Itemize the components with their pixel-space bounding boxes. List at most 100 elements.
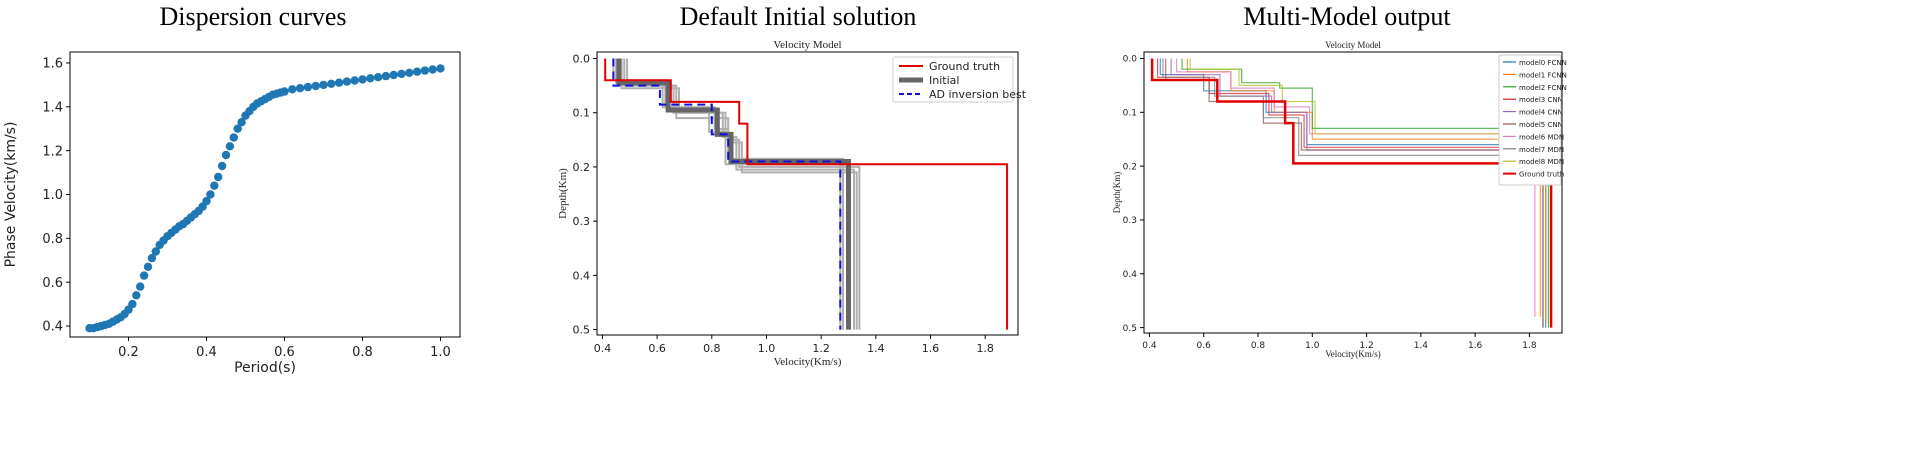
initial-ylabel: Depth(Km) <box>557 168 569 219</box>
dispersion-point <box>366 74 375 83</box>
multimodel-xlabel: Velocity(Km/s) <box>1325 349 1381 359</box>
initial-xtick-label: 1.2 <box>812 342 830 355</box>
multimodel-axes <box>1143 51 1563 334</box>
initial-chart-title: Velocity Model <box>773 39 841 51</box>
dispersion-point <box>397 69 406 79</box>
initial-series-line <box>616 58 851 330</box>
dispersion-ytick-label: 0.6 <box>42 276 63 291</box>
dispersion-axes <box>69 51 461 338</box>
dispersion-xtick-label: 0.4 <box>196 345 217 360</box>
dispersion-point <box>288 85 297 94</box>
dispersion-point <box>229 133 238 142</box>
dispersion-xtick-label: 0.8 <box>352 345 373 360</box>
dispersion-point <box>214 172 223 182</box>
dispersion-point <box>373 73 383 82</box>
dispersion-point <box>225 142 235 151</box>
dispersion-point <box>202 196 211 206</box>
multimodel-legend-label: model8 MDN <box>1519 158 1564 166</box>
initial-xtick-label: 1.6 <box>922 342 940 355</box>
panel-title-dispersion: Dispersion curves <box>159 2 347 31</box>
initial-series-line <box>612 58 842 330</box>
initial-gray-model-line <box>623 58 861 330</box>
multimodel-legend-label: model3 CNN <box>1519 96 1563 104</box>
dispersion-point <box>350 76 359 85</box>
dispersion-point <box>280 87 289 96</box>
dispersion-ylabel: Phase Velocity(km/s) <box>3 122 19 268</box>
multimodel-series-line <box>1165 58 1547 323</box>
panel-title-initial: Default Initial solution <box>679 2 917 31</box>
multimodel-series-line <box>1157 58 1544 328</box>
multimodel-legend-label: model1 FCNN <box>1519 71 1567 79</box>
multimodel-series-line <box>1162 58 1544 328</box>
initial-ytick-label: 0.1 <box>573 107 591 120</box>
dispersion-point <box>311 81 320 91</box>
multimodel-ytick-label: 0.0 <box>1123 55 1138 65</box>
multimodel-ytick-label: 0.1 <box>1123 109 1137 119</box>
multimodel-ytick-label: 0.5 <box>1123 324 1137 334</box>
multimodel-xtick-label: 0.8 <box>1251 341 1266 351</box>
multimodel-legend-label: model6 MDN <box>1519 133 1564 141</box>
dispersion-point <box>143 262 153 271</box>
multimodel-legend-label: model7 MDN <box>1519 146 1564 154</box>
dispersion-point <box>428 65 437 74</box>
dispersion-point <box>303 82 313 92</box>
initial-ytick-label: 0.2 <box>573 161 591 174</box>
multimodel-legend <box>1498 54 1562 186</box>
initial-legend-label: AD inversion best <box>929 88 1027 101</box>
dispersion-point <box>319 80 328 90</box>
dispersion-point <box>358 75 367 84</box>
initial-ytick-label: 0.0 <box>573 52 591 65</box>
dispersion-point <box>436 64 445 73</box>
initial-axes <box>596 51 1019 336</box>
dispersion-xtick-label: 1.0 <box>430 345 451 360</box>
multimodel-series-line <box>1150 58 1553 328</box>
multimodel-xtick-label: 1.4 <box>1414 341 1429 351</box>
initial-gray-model-line <box>615 58 842 330</box>
multimodel-series-line <box>1176 58 1536 317</box>
dispersion-point <box>221 150 231 160</box>
multimodel-legend-label: model2 FCNN <box>1519 84 1567 92</box>
dispersion-point <box>381 71 391 81</box>
dispersion-ytick-label: 1.2 <box>42 144 63 159</box>
dispersion-xtick-label: 0.2 <box>118 345 139 360</box>
multimodel-legend-label: model4 CNN <box>1519 109 1563 117</box>
multimodel-ytick-label: 0.4 <box>1123 270 1138 280</box>
dispersion-ytick-label: 0.4 <box>42 320 63 335</box>
multimodel-xtick-label: 1.8 <box>1522 341 1537 351</box>
initial-xtick-label: 0.4 <box>594 342 612 355</box>
multimodel-series-line <box>1189 58 1547 323</box>
dispersion-point <box>420 66 430 75</box>
initial-ytick-label: 0.3 <box>573 215 591 228</box>
multimodel-legend-label: Ground truth <box>1519 171 1564 179</box>
multimodel-ytick-label: 0.3 <box>1123 216 1137 226</box>
initial-xtick-label: 0.8 <box>703 342 721 355</box>
dispersion-point <box>217 161 227 171</box>
multimodel-ytick-label: 0.2 <box>1123 162 1137 172</box>
multimodel-xtick-label: 1.6 <box>1468 341 1483 351</box>
initial-legend <box>892 56 1014 103</box>
dispersion-point <box>132 291 141 300</box>
dispersion-point <box>342 77 352 86</box>
multimodel-xtick-label: 0.4 <box>1142 341 1157 351</box>
multimodel-xtick-label: 1.0 <box>1305 341 1320 351</box>
multimodel-legend-label: model5 CNN <box>1519 121 1563 129</box>
initial-gray-model-line <box>612 58 844 330</box>
initial-xtick-label: 1.0 <box>758 342 776 355</box>
multimodel-series-line <box>1170 58 1544 328</box>
dispersion-point <box>147 253 157 263</box>
initial-series-line <box>604 58 1009 330</box>
initial-legend-label: Ground truth <box>929 60 1000 73</box>
dispersion-point <box>136 282 145 291</box>
dispersion-ytick-label: 1.6 <box>42 57 63 72</box>
dispersion-point <box>237 118 246 127</box>
initial-gray-model-line <box>620 58 855 330</box>
dispersion-xlabel: Period(s) <box>234 360 296 376</box>
dispersion-ytick-label: 0.8 <box>42 232 63 247</box>
initial-legend-label: Initial <box>929 74 959 87</box>
initial-gray-model-line <box>626 58 858 330</box>
initial-ytick-label: 0.4 <box>573 269 591 282</box>
dispersion-point <box>412 67 422 76</box>
dispersion-ytick-label: 1.4 <box>42 100 63 115</box>
dispersion-point <box>210 181 219 190</box>
